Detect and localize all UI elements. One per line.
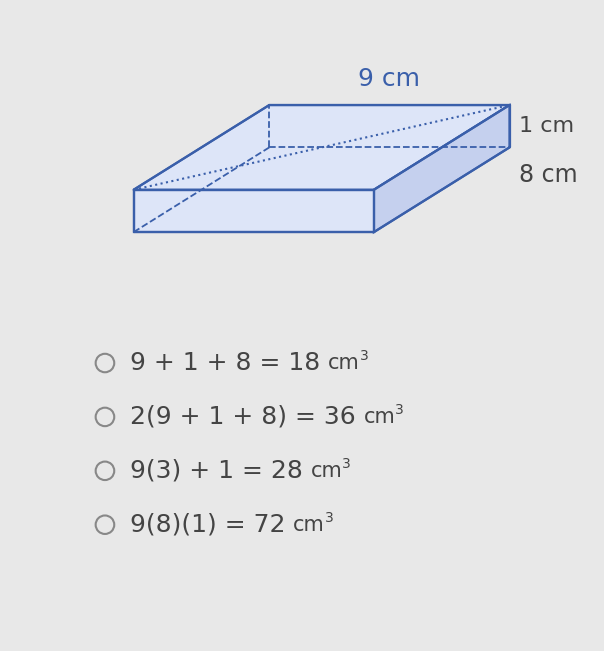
Text: 8 cm: 8 cm [519, 163, 577, 187]
Text: 2(9 + 1 + 8) = 36: 2(9 + 1 + 8) = 36 [130, 405, 364, 429]
Text: cm: cm [328, 353, 360, 373]
Text: 1 cm: 1 cm [519, 117, 574, 136]
Text: 3: 3 [325, 511, 334, 525]
Text: 9 cm: 9 cm [358, 67, 420, 91]
Text: cm: cm [294, 515, 325, 534]
Text: 9(8)(1) = 72: 9(8)(1) = 72 [130, 513, 294, 536]
Text: 3: 3 [342, 457, 351, 471]
Text: 3: 3 [395, 403, 404, 417]
Polygon shape [133, 105, 510, 190]
Text: cm: cm [310, 461, 342, 481]
Text: 3: 3 [360, 349, 368, 363]
Polygon shape [374, 105, 510, 232]
Text: 9 + 1 + 8 = 18: 9 + 1 + 8 = 18 [130, 351, 328, 375]
Polygon shape [133, 190, 374, 232]
Text: 9(3) + 1 = 28: 9(3) + 1 = 28 [130, 459, 310, 483]
Text: cm: cm [364, 407, 395, 427]
